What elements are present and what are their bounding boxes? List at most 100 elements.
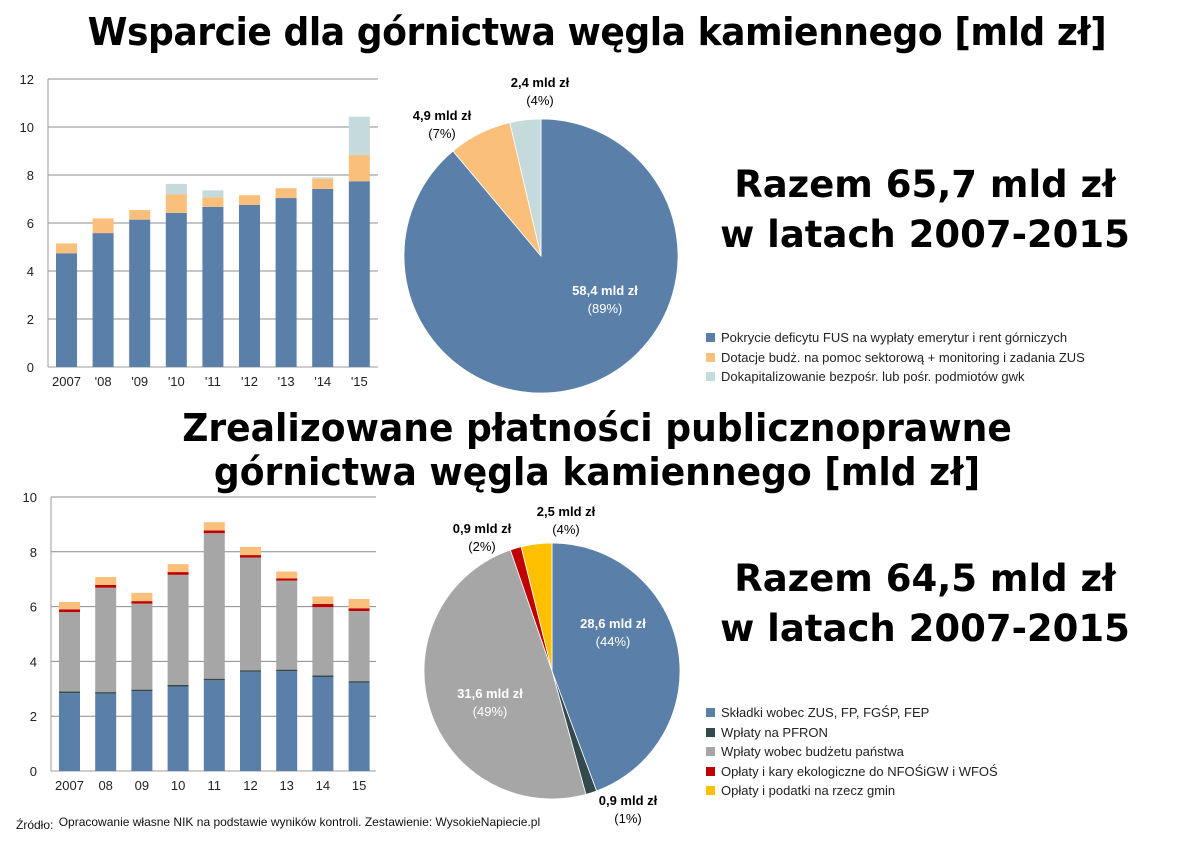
bar-segment <box>240 555 261 558</box>
bar-segment <box>202 206 224 367</box>
bar-segment <box>312 603 334 608</box>
legend-swatch <box>706 786 715 796</box>
x-tick-label: '13 <box>278 374 295 389</box>
bar-segment <box>276 571 298 579</box>
bar-segment <box>276 671 298 771</box>
bar-segment <box>59 601 80 610</box>
total-payments: Razem 64,5 mld zł w latach 2007-2015 <box>720 557 1130 650</box>
bar-segment <box>167 686 189 771</box>
pie2-label-red: 0,9 mld zł (2%) <box>452 521 512 554</box>
bar-segment <box>59 612 80 692</box>
source-label: Źródło: <box>16 818 54 832</box>
bar-segment <box>167 572 189 575</box>
pie1-label-orange: 4,9 mld zł (7%) <box>412 108 472 141</box>
bar-segment <box>240 546 261 556</box>
x-tick-label: '10 <box>168 374 185 389</box>
bar-segment <box>131 592 153 602</box>
y-tick-label: 8 <box>30 545 37 560</box>
bar-segment <box>348 610 370 682</box>
legend-swatch <box>706 708 715 718</box>
bar-segment <box>95 693 117 771</box>
y-tick-label: 10 <box>20 120 34 135</box>
bar-segment <box>59 693 80 771</box>
payments-legend: Składki wobec ZUS, FP, FGŚP, FEP Wpłaty … <box>706 703 998 801</box>
pie-slice <box>551 542 681 792</box>
x-tick-label: '12 <box>241 374 258 389</box>
x-tick-label: 10 <box>171 778 185 793</box>
second-title-line2: górnictwa węgla kamiennego [mld zł] <box>213 450 981 494</box>
bar-segment <box>240 671 261 771</box>
bar-segment <box>203 530 225 534</box>
pie1-label-blue: 58,4 mld zł (89%) <box>572 283 638 316</box>
legend-item-fus: Pokrycie deficytu FUS na wypłaty emerytu… <box>706 328 1085 348</box>
pie1-label-lightblue: 2,4 mld zł (4%) <box>510 75 570 108</box>
source-note: Źródło: Opracowanie własne NIK na podsta… <box>16 815 540 832</box>
second-title-line1: Zrealizowane płatności publicznoprawne <box>182 406 1012 450</box>
legend-swatch <box>706 766 715 776</box>
bar-segment <box>348 155 370 182</box>
total-support: Razem 65,7 mld zł w latach 2007-2015 <box>720 163 1130 256</box>
x-tick-label: 14 <box>316 778 330 793</box>
bar-segment <box>202 190 224 198</box>
x-tick-label: 2007 <box>52 374 81 389</box>
bar-segment <box>129 219 151 367</box>
bar-segment <box>131 601 153 604</box>
legend-item-skladki: Składki wobec ZUS, FP, FGŚP, FEP <box>706 703 998 723</box>
x-tick-label: 13 <box>279 778 293 793</box>
bar-segment <box>165 194 187 213</box>
second-title: Zrealizowane płatności publicznoprawne g… <box>30 406 1164 494</box>
bar-segment <box>348 598 370 609</box>
legend-swatch <box>706 352 715 362</box>
pie2-label-gray: 31,6 mld zł (49%) <box>457 686 523 719</box>
bar-segment <box>312 607 334 676</box>
bar-segment <box>276 578 298 581</box>
y-tick-label: 8 <box>27 168 34 183</box>
bar-segment <box>95 584 117 588</box>
bar-segment <box>312 677 334 771</box>
pie-slice <box>520 542 553 672</box>
y-tick-label: 2 <box>30 709 37 724</box>
bar-segment <box>56 253 77 367</box>
pie2-label-darkslate: 0,9 mld zł (1%) <box>598 793 658 826</box>
bar-segment <box>95 577 117 585</box>
bar-segment <box>95 587 117 693</box>
bar-segment <box>275 188 297 199</box>
y-tick-label: 6 <box>27 216 34 231</box>
legend-swatch <box>706 333 715 343</box>
bar-segment <box>131 603 153 690</box>
support-pie-chart <box>403 118 679 394</box>
bar-segment <box>240 670 261 672</box>
legend-item-budzet: Wpłaty wobec budżetu państwa <box>706 742 998 762</box>
pie2-label-yellow: 2,5 mld zł (4%) <box>536 504 596 537</box>
y-tick-label: 10 <box>23 490 37 505</box>
bar-segment <box>131 691 153 771</box>
y-tick-label: 0 <box>30 764 37 779</box>
bar-segment <box>275 198 297 367</box>
bar-segment <box>239 195 260 205</box>
y-tick-label: 0 <box>27 360 34 375</box>
payments-pie-chart <box>423 542 681 800</box>
bar-segment <box>348 681 370 683</box>
bar-segment <box>167 574 189 685</box>
y-tick-label: 2 <box>27 312 34 327</box>
payments-bar-chart: 0 2 4 6 8 10 2007 08 09 10 11 12 13 14 15 <box>23 490 376 793</box>
legend-item-ekologiczne: Opłaty i kary ekologiczne do NFOŚiGW i W… <box>706 762 998 782</box>
bar-segment <box>165 212 187 367</box>
bar-segment <box>203 533 225 679</box>
y-tick-label: 6 <box>30 600 37 615</box>
bar-segment <box>165 183 187 195</box>
bar-segment <box>131 689 153 692</box>
legend-swatch <box>706 727 715 737</box>
x-tick-label: 2007 <box>55 778 84 793</box>
pie2-label-blue: 28,6 mld zł (44%) <box>580 616 646 649</box>
bar-segment <box>276 580 298 670</box>
x-tick-label: 09 <box>135 778 149 793</box>
bar-segment <box>312 178 334 189</box>
legend-swatch <box>706 372 715 382</box>
x-tick-label: 08 <box>98 778 112 793</box>
bar-segment <box>129 210 151 220</box>
bar-segment <box>312 596 334 604</box>
x-tick-label: 11 <box>208 778 222 793</box>
x-tick-label: '15 <box>351 374 368 389</box>
legend-item-gminy: Opłaty i podatki na rzecz gmin <box>706 781 998 801</box>
